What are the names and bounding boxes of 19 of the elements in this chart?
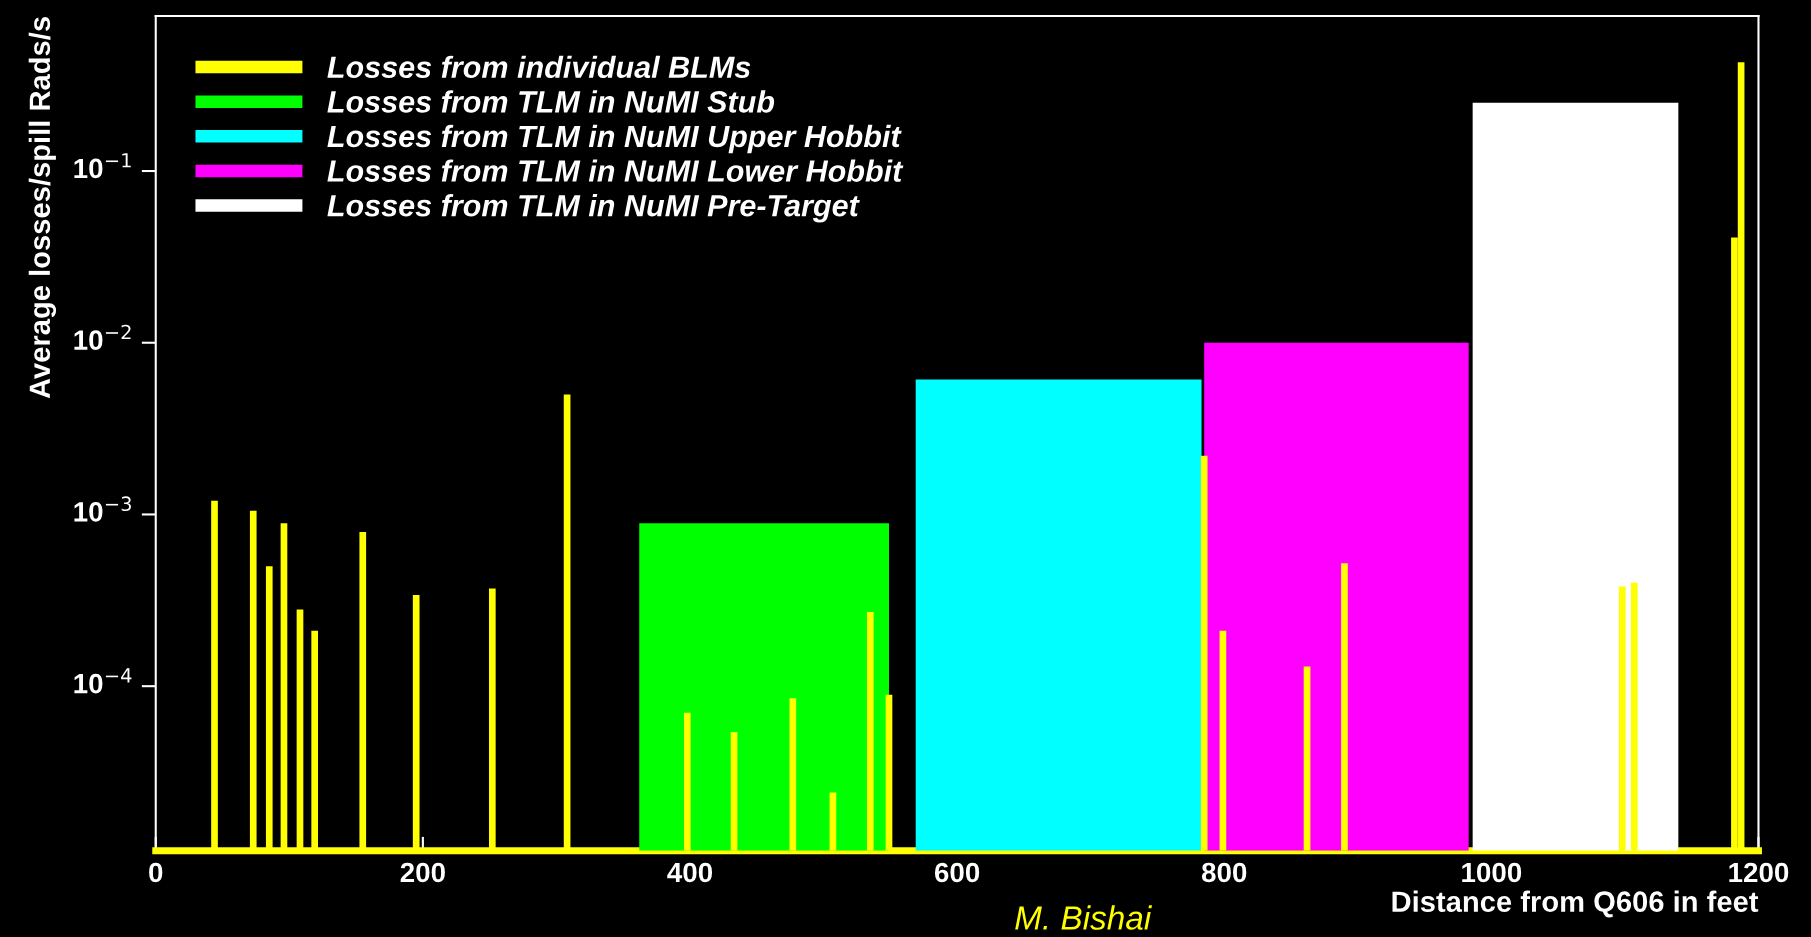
x-tick-label: 1200	[1729, 862, 1789, 883]
x-tick-label: 0	[149, 862, 163, 883]
legend-label: Losses from TLM in NuMI Lower Hobbit	[327, 159, 904, 182]
legend-label: Losses from TLM in NuMI Pre-Target	[327, 194, 860, 223]
legend-label: Losses from TLM in NuMI Stub	[327, 90, 775, 113]
legend-label: Losses from individual BLMs	[327, 55, 751, 79]
y-tick-label: 10$^{−4}$	[74, 668, 132, 694]
legend-label: Losses from TLM in NuMI Upper Hobbit	[327, 124, 902, 154]
text: M. Bishai	[1015, 905, 1152, 930]
x-tick-label: 600	[934, 862, 980, 883]
x-tick-label: 1000	[1462, 862, 1522, 883]
x-tick-label: 400	[667, 862, 713, 883]
x-tick-label: 200	[400, 862, 445, 883]
x-axis-title: Distance from Q606 in feet	[1392, 890, 1759, 918]
x-tick-label: 800	[1201, 862, 1247, 883]
y-tick-label: 10$^{−2}$	[74, 324, 131, 350]
y-axis-title: Average losses/spill Rads/s	[28, 17, 57, 399]
y-tick-label: 10$^{−3}$	[74, 496, 131, 522]
y-tick-label: 10$^{−1}$	[74, 153, 131, 179]
